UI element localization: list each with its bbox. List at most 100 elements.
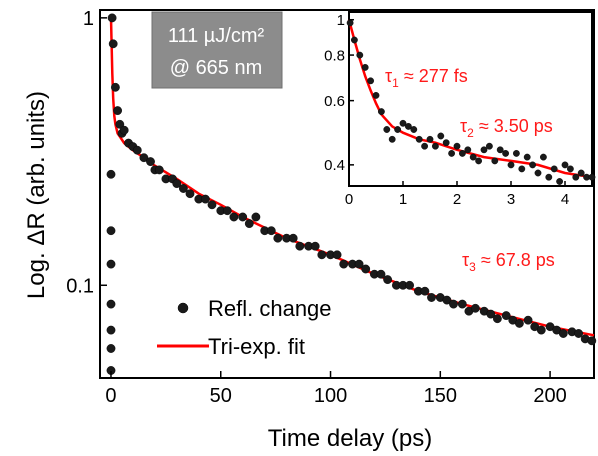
inset-data-point <box>377 108 385 116</box>
main-data-point <box>310 241 320 251</box>
main-data-point <box>113 106 123 116</box>
main-data-point <box>108 39 118 49</box>
inset-data-point <box>518 165 526 173</box>
main-x-tick-label: 50 <box>210 385 232 407</box>
main-data-point <box>132 145 142 155</box>
main-data-point <box>383 275 392 284</box>
inset-data-point <box>426 135 434 143</box>
tau3-symbol: τ <box>462 250 469 270</box>
inset-data-point <box>383 126 391 133</box>
main-data-point <box>558 329 568 338</box>
tau2-subscript: 2 <box>467 126 474 140</box>
inset-data-point <box>480 146 488 154</box>
main-x-tick-label: 150 <box>424 385 457 407</box>
inset-data-point <box>588 173 596 181</box>
inset-ticks-layer: 0 1 2 3 4 0.4 0.6 0.8 1 <box>324 12 569 208</box>
inset-data-point <box>404 123 412 130</box>
inset-y-tick-label: 1 <box>337 12 345 29</box>
inset-data-point <box>453 142 461 150</box>
main-plot: 0 50 100 150 200 0.1 1 Time delay (ps) Log. ΔR… <box>23 8 597 452</box>
condition-fluence: 111 µJ/cm² <box>168 25 265 47</box>
inset-data-point <box>556 178 563 185</box>
main-data-point <box>106 325 116 335</box>
main-data-point <box>515 318 524 328</box>
inset-data-point <box>372 92 380 99</box>
main-data-point <box>523 315 533 325</box>
tau2-symbol: τ <box>460 116 467 136</box>
inset-data-point <box>529 161 536 169</box>
main-data-point <box>457 299 467 309</box>
main-data-point <box>111 82 120 92</box>
condition-box-background <box>151 11 283 89</box>
inset-x-tick-label: 3 <box>507 191 515 208</box>
main-data-point <box>222 206 232 216</box>
main-data-point <box>106 169 116 179</box>
inset-data-point <box>485 142 493 150</box>
inset-data-point <box>421 142 428 150</box>
inset-data-point <box>577 169 585 177</box>
inset-x-tick-label: 2 <box>453 191 461 208</box>
main-data-point <box>106 299 116 309</box>
inset-data-point <box>350 36 358 44</box>
main-data-point <box>107 13 117 23</box>
inset-fit-line <box>347 19 593 179</box>
inset-data-point <box>469 153 477 161</box>
tau2-value: ≈ 3.50 ps <box>474 116 553 136</box>
inset-data-point <box>545 173 553 181</box>
inset-data-point <box>513 149 520 157</box>
inset-data-point <box>410 126 418 133</box>
inset-data-point <box>442 139 450 147</box>
inset-plot: 0 1 2 3 40.40.60.81 τ1 ≈ 277 fs τ2 ≈ 3.50 ps <box>324 11 596 208</box>
inset-data-point <box>561 161 569 169</box>
main-data-point <box>229 212 239 222</box>
legend: Refl. change Tri-exp. fit <box>157 296 332 359</box>
main-data-point <box>185 189 195 199</box>
main-data-point <box>501 311 511 320</box>
main-data-point <box>442 295 452 305</box>
main-data-point <box>200 194 210 204</box>
main-data-point <box>486 309 496 319</box>
inset-y-tick-label: 0.8 <box>324 47 345 64</box>
inset-data-point <box>394 126 401 133</box>
main-data-point <box>427 293 436 302</box>
main-plot-frame <box>99 9 595 379</box>
main-data-point <box>449 299 458 309</box>
tau1-subscript: 1 <box>392 76 399 90</box>
inset-data-point <box>361 64 369 71</box>
x-axis-label: Time delay (ps) <box>268 425 432 452</box>
tau3-annotation: τ3 ≈ 67.8 ps <box>462 250 555 274</box>
condition-wavelength: @ 665 nm <box>170 57 263 79</box>
main-data-point <box>207 200 217 210</box>
inset-data-point <box>356 51 364 59</box>
inset-data-point <box>534 169 542 177</box>
main-data-point <box>361 264 371 274</box>
main-data-point <box>119 125 129 135</box>
inset-data-point <box>448 149 455 157</box>
main-data-point <box>574 329 583 338</box>
inset-y-tick-label: 0.6 <box>324 93 345 110</box>
main-x-tick-label: 200 <box>533 385 566 407</box>
main-points-layer <box>106 13 597 375</box>
main-x-tick-label: 100 <box>314 385 347 407</box>
inset-data-point <box>475 157 482 165</box>
inset-data-point <box>458 149 466 157</box>
main-data-point <box>106 226 116 236</box>
main-data-point <box>238 212 248 222</box>
main-data-point <box>376 269 386 279</box>
inset-x-tick-label: 4 <box>561 191 569 208</box>
inset-data-point <box>399 119 407 127</box>
main-data-point <box>146 157 155 167</box>
condition-box: 111 µJ/cm² @ 665 nm <box>151 11 283 89</box>
inset-data-point <box>388 135 396 143</box>
inset-data-point <box>431 142 439 150</box>
main-data-point <box>420 286 430 296</box>
tau3-value: ≈ 67.8 ps <box>476 250 555 270</box>
main-data-point <box>317 250 327 260</box>
inset-y-tick-label: 0.4 <box>324 157 345 174</box>
inset-x-tick-label: 1 <box>399 191 407 208</box>
inset-data-point <box>491 157 499 165</box>
inset-data-point <box>502 149 509 157</box>
main-data-point <box>273 233 283 243</box>
main-data-point <box>172 179 182 189</box>
